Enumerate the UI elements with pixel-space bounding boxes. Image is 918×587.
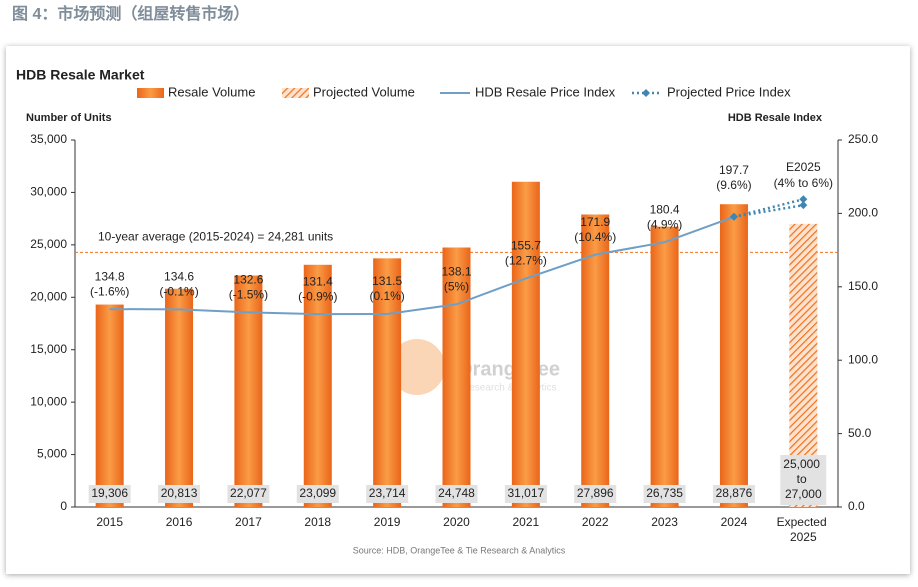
page-title: 图 4：市场预测（组屋转售市场） xyxy=(12,4,249,23)
y-tick-label: 10,000 xyxy=(30,394,67,408)
bar xyxy=(581,214,610,507)
value-label: 27,896 xyxy=(577,486,614,500)
value-label: 31,017 xyxy=(508,486,545,500)
index-label: 180.4 xyxy=(650,202,680,216)
y2-tick-label: 0.0 xyxy=(848,499,865,513)
value-label: 20,813 xyxy=(161,486,198,500)
change-label: (-0.1%) xyxy=(159,285,198,299)
bar xyxy=(650,226,679,507)
index-label: 132.6 xyxy=(233,273,263,287)
y2-tick-label: 200.0 xyxy=(848,206,878,220)
x-tick-label: 2020 xyxy=(443,515,470,529)
watermark-name: OrangeTee xyxy=(457,358,560,380)
legend-label: Resale Volume xyxy=(168,84,255,99)
price-line xyxy=(109,215,735,316)
bar xyxy=(303,264,332,507)
bar xyxy=(511,181,540,508)
value-label-box xyxy=(366,485,409,503)
average-label: 10-year average (2015-2024) = 24,281 uni… xyxy=(98,230,333,244)
value-label-box xyxy=(88,485,131,503)
legend-swatch xyxy=(137,88,164,98)
change-label: (10.4%) xyxy=(574,230,616,244)
change-label: (4.9%) xyxy=(647,217,682,231)
bar xyxy=(442,247,471,507)
index-label: 155.7 xyxy=(511,239,541,253)
value-label-box xyxy=(780,455,827,505)
watermark-tagline: Research & Analytics xyxy=(462,383,557,394)
y-axis-label: Number of Units xyxy=(26,112,112,124)
value-label-box xyxy=(435,485,478,503)
change-label: (-0.9%) xyxy=(298,289,337,303)
change-label: (5%) xyxy=(444,279,469,293)
legend-marker xyxy=(642,89,650,97)
index-label: 131.5 xyxy=(372,274,402,288)
y-tick-label: 5,000 xyxy=(37,447,67,461)
bar xyxy=(234,275,263,507)
legend-label: Projected Price Index xyxy=(667,84,791,99)
change-label: (-1.6%) xyxy=(90,284,129,298)
y-tick-label: 25,000 xyxy=(30,237,67,251)
index-label: 134.8 xyxy=(95,269,125,283)
change-label: (9.6%) xyxy=(716,178,751,192)
watermark-logo xyxy=(389,339,445,395)
legend-swatch xyxy=(282,88,309,98)
bar xyxy=(165,288,194,507)
legend-label: Projected Volume xyxy=(313,84,415,99)
value-label: 19,306 xyxy=(91,486,128,500)
x-tick-label: 2024 xyxy=(721,515,748,529)
y2-tick-label: 50.0 xyxy=(848,426,872,440)
source: Source: HDB, OrangeTee & Tie Research & … xyxy=(353,545,566,555)
value-label: 23,714 xyxy=(369,486,406,500)
index-label: 171.9 xyxy=(580,215,610,229)
value-label-box xyxy=(227,485,270,503)
legend-label: HDB Resale Price Index xyxy=(475,84,616,99)
projection-label: E2025 xyxy=(786,160,821,174)
change-label: (12.7%) xyxy=(505,254,547,268)
x-tick-label: 2015 xyxy=(96,515,123,529)
value-label-box xyxy=(158,485,201,503)
value-label-box xyxy=(643,485,686,503)
x-tick-label: 2019 xyxy=(374,515,401,529)
index-label: 131.4 xyxy=(303,274,333,288)
value-label: 28,876 xyxy=(716,486,753,500)
value-label: 24,748 xyxy=(438,486,475,500)
x-tick-label: 2016 xyxy=(166,515,193,529)
y2-tick-label: 250.0 xyxy=(848,132,878,146)
value-label-box xyxy=(296,485,339,503)
index-label: 197.7 xyxy=(719,163,749,177)
x-tick-label: Expected 2025 xyxy=(777,515,830,544)
y-tick-label: 20,000 xyxy=(30,289,67,303)
value-label: 25,000 to 27,000 xyxy=(783,457,823,501)
value-label-box xyxy=(504,485,547,503)
y-tick-label: 0 xyxy=(60,499,67,513)
y2-axis-label: HDB Resale Index xyxy=(728,112,823,124)
y-tick-label: 15,000 xyxy=(30,342,67,356)
index-label: 138.1 xyxy=(441,264,471,278)
x-tick-label: 2022 xyxy=(582,515,609,529)
bar xyxy=(719,204,748,507)
index-label: 134.6 xyxy=(164,270,194,284)
y2-tick-label: 100.0 xyxy=(848,352,878,366)
x-tick-label: 2023 xyxy=(651,515,678,529)
y2-tick-label: 150.0 xyxy=(848,279,878,293)
value-label-box xyxy=(712,485,755,503)
change-label: (-1.5%) xyxy=(229,288,268,302)
x-tick-label: 2017 xyxy=(235,515,262,529)
x-tick-label: 2018 xyxy=(304,515,331,529)
bar xyxy=(373,258,402,507)
value-label: 22,077 xyxy=(230,486,267,500)
value-label-box xyxy=(574,485,617,503)
projected-line xyxy=(733,203,804,219)
change-label: (0.1%) xyxy=(369,289,404,303)
y-tick-label: 30,000 xyxy=(30,185,67,199)
value-label: 26,735 xyxy=(646,486,683,500)
bar xyxy=(95,304,124,507)
projection-range: (4% to 6%) xyxy=(774,176,833,190)
x-tick-label: 2021 xyxy=(513,515,540,529)
value-label: 23,099 xyxy=(299,486,336,500)
y-tick-label: 35,000 xyxy=(30,132,67,146)
chart-title: HDB Resale Market xyxy=(16,67,145,83)
